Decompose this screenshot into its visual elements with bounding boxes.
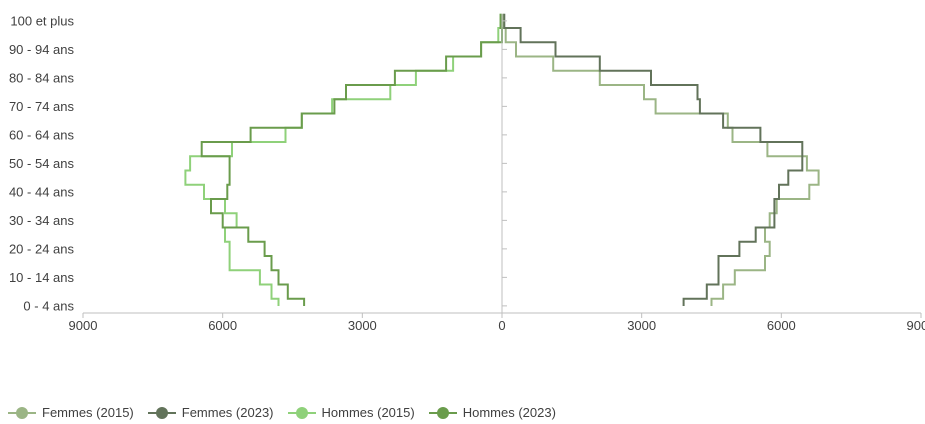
- y-tick-label: 20 - 24 ans: [9, 241, 75, 256]
- legend-label: Hommes (2023): [462, 405, 556, 420]
- legend-item: Hommes (2015): [287, 405, 415, 420]
- legend-label: Hommes (2015): [321, 405, 415, 420]
- legend-label: Femmes (2015): [42, 405, 134, 420]
- y-tick-label: 40 - 44 ans: [9, 184, 75, 199]
- x-tick-label: 9000: [69, 318, 98, 333]
- y-tick-label: 60 - 64 ans: [9, 127, 75, 142]
- y-tick-label: 100 et plus: [10, 13, 74, 28]
- series-line-hommes-2015: [184, 13, 502, 306]
- x-tick-label: 0: [498, 318, 505, 333]
- axis-layer: 9000 6000 3000 0 3000 6000 9000 0 - 4 ans 10 - 1…: [9, 13, 925, 333]
- series-line-femmes-2015: [502, 13, 820, 306]
- x-tick-label: 3000: [348, 318, 377, 333]
- legend-marker-icon: [428, 406, 457, 420]
- legend-item: Femmes (2023): [147, 405, 274, 420]
- y-tick-label: 50 - 54 ans: [9, 156, 75, 171]
- y-tick-label: 10 - 14 ans: [9, 270, 75, 285]
- series-line-hommes-2023: [200, 13, 503, 306]
- legend-item: Hommes (2023): [428, 405, 556, 420]
- legend-label: Femmes (2023): [181, 405, 274, 420]
- x-tick-label: 6000: [767, 318, 796, 333]
- legend-marker-icon: [8, 406, 36, 420]
- y-tick-label: 0 - 4 ans: [23, 298, 74, 313]
- y-tick-label: 80 - 84 ans: [9, 70, 75, 85]
- y-tick-label: 70 - 74 ans: [9, 99, 75, 114]
- y-tick-label: 30 - 34 ans: [9, 213, 75, 228]
- x-tick-label: 6000: [208, 318, 237, 333]
- y-tick-label: 90 - 94 ans: [9, 42, 75, 57]
- series-layer: [184, 13, 820, 306]
- legend-marker-icon: [287, 406, 316, 420]
- legend-marker-icon: [147, 406, 176, 420]
- x-tick-label: 3000: [627, 318, 656, 333]
- legend-item: Femmes (2015): [8, 405, 134, 420]
- x-tick-label: 9000: [907, 318, 925, 333]
- legend: Femmes (2015) Femmes (2023) Hommes (2015) H…: [8, 405, 570, 420]
- series-line-femmes-2023: [503, 13, 804, 306]
